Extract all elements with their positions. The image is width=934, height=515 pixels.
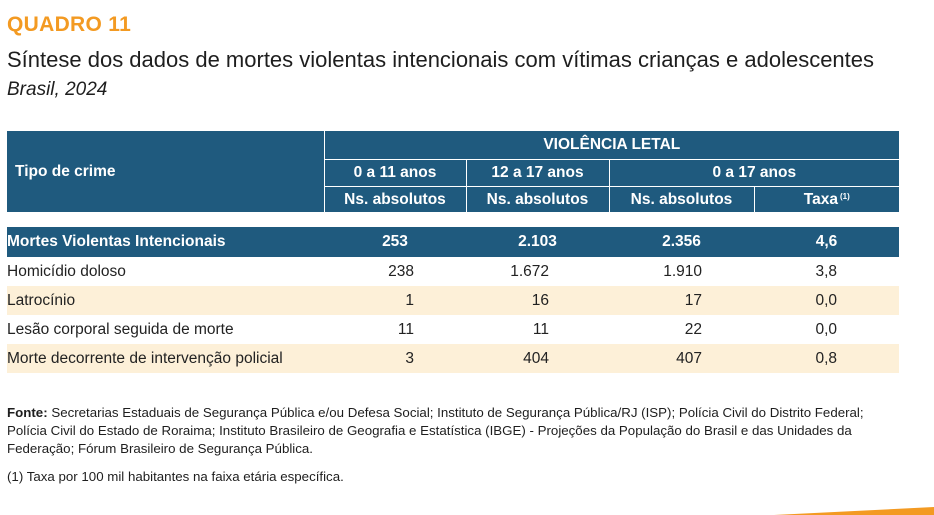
table-cell: 0,0 [754, 286, 900, 315]
page-subtitle: Brasil, 2024 [7, 79, 108, 100]
orange-corner-stripe [774, 507, 934, 515]
table-cell: 16 [466, 286, 609, 315]
crime-label: Latrocínio [7, 286, 324, 315]
age-header-12-17: 12 a 17 anos [466, 159, 610, 187]
table-cell: 0,0 [815, 320, 838, 338]
table-cell: 1 [324, 286, 466, 315]
table-cell: 1.672 [510, 262, 549, 280]
table-cell: 11 [532, 320, 549, 338]
table-cell: 1.910 [663, 262, 702, 280]
table-cell: 407 [609, 344, 754, 373]
total-cell: 2.103 [466, 227, 609, 257]
age-header-0-17: 0 a 17 anos [609, 159, 900, 187]
taxa-note-marker: (1) [839, 191, 850, 201]
total-row: Mortes Violentas Intencionais 253 2.103 … [7, 227, 900, 257]
total-row-label: Mortes Violentas Intencionais [7, 227, 324, 257]
unit-header-1: Ns. absolutos [324, 186, 467, 213]
footnote: (1) Taxa por 100 mil habitantes na faixa… [7, 469, 344, 484]
taxa-label: Taxa [803, 190, 838, 208]
group-header-cell: VIOLÊNCIA LETAL [324, 131, 900, 160]
header-row-age: 0 a 11 anos 12 a 17 anos 0 a 17 anos [7, 159, 900, 187]
source-label: Fonte: [7, 405, 48, 420]
table-row: Morte decorrente de intervenção policial… [7, 344, 900, 373]
table-row: Homicídio doloso 238 1.672 1.910 3,8 [7, 257, 899, 286]
unit-header-taxa: Taxa (1) [754, 186, 900, 213]
table-cell: 3 [324, 344, 466, 373]
table-cell: 11 [397, 320, 414, 338]
total-cell: 4,6 [754, 227, 900, 257]
table-spacer [7, 212, 900, 227]
crime-label: Lesão corporal seguida de morte [7, 320, 234, 338]
table-row: Lesão corporal seguida de morte 11 11 22… [7, 315, 899, 344]
table-cell: 22 [684, 320, 702, 338]
row-header-cell: Tipo de crime [7, 131, 325, 213]
source-text: Secretarias Estaduais de Segurança Públi… [7, 405, 864, 456]
quadro-label: QUADRO 11 [7, 13, 132, 36]
table-cell: 238 [388, 262, 414, 280]
header-row-unit: Ns. absolutos Ns. absolutos Ns. absoluto… [7, 186, 900, 213]
total-cell: 2.356 [609, 227, 754, 257]
unit-header-3: Ns. absolutos [609, 186, 755, 213]
source-note: Fonte: Secretarias Estaduais de Seguranç… [7, 404, 902, 458]
page-title: Síntese dos dados de mortes violentas in… [7, 47, 875, 72]
table-cell: 3,8 [815, 262, 838, 280]
header-row-group: Tipo de crime VIOLÊNCIA LETAL [7, 131, 900, 213]
unit-header-2: Ns. absolutos [466, 186, 610, 213]
table-cell: 17 [609, 286, 754, 315]
table-cell: 0,8 [754, 344, 900, 373]
table-cell: 404 [466, 344, 609, 373]
total-cell: 253 [324, 227, 466, 257]
table-row: Latrocínio 1 16 17 0,0 [7, 286, 900, 315]
crime-label: Homicídio doloso [7, 262, 126, 280]
age-header-0-11: 0 a 11 anos [324, 159, 467, 187]
data-table: Tipo de crime VIOLÊNCIA LETAL 0 a 11 ano… [7, 131, 900, 373]
crime-label: Morte decorrente de intervenção policial [7, 344, 324, 373]
